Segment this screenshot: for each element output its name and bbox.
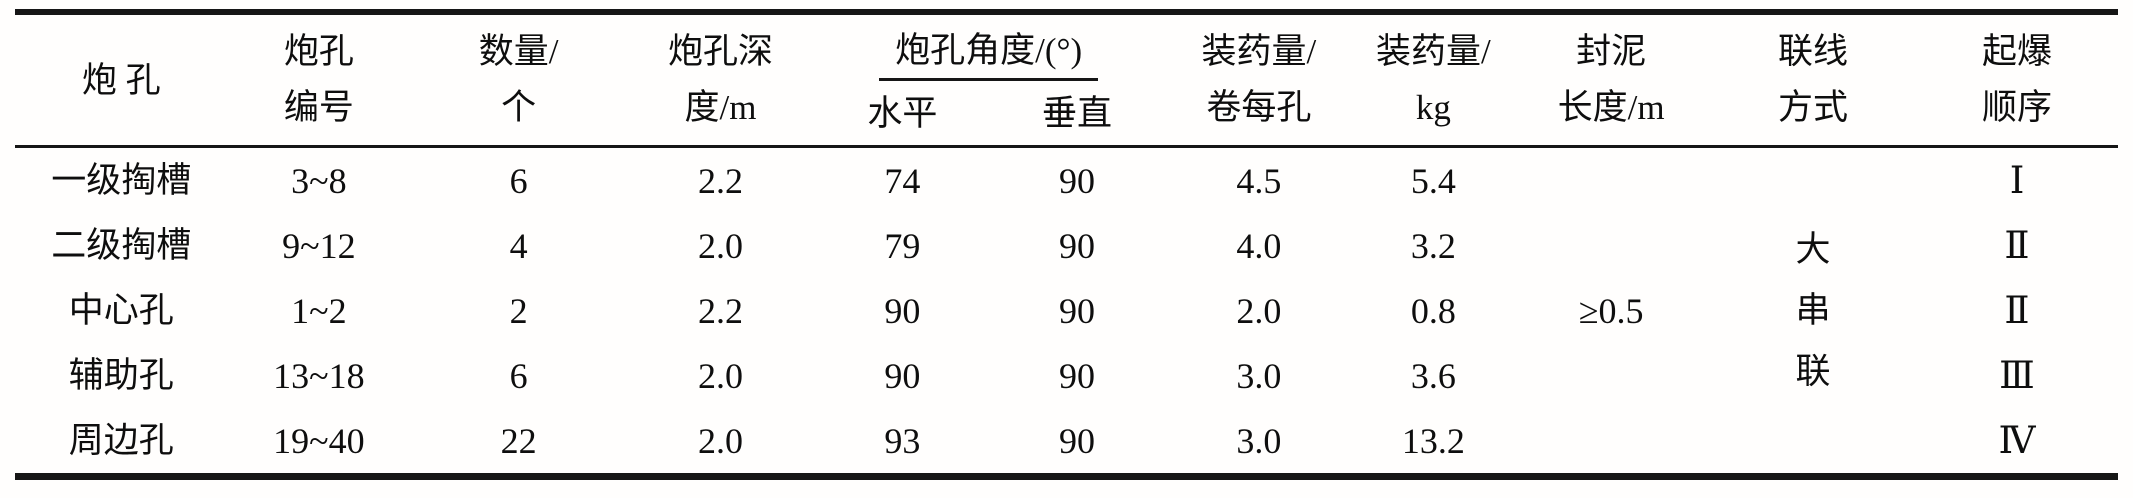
header-angle-group-label: 炮孔角度/(°)	[879, 33, 1099, 81]
cell-depth: 2.0	[698, 225, 744, 266]
header-hole-number: 炮孔 编号	[227, 12, 410, 147]
cell-depth: 2.0	[698, 355, 744, 396]
cell-charge-rolls: 3.0	[1236, 420, 1282, 461]
cell-angle-horizontal: 74	[884, 160, 921, 201]
header-charge-rolls-line1: 装药量/	[1201, 32, 1317, 71]
header-order-line2: 顺序	[1982, 88, 2053, 127]
header-quantity: 数量/ 个	[410, 12, 627, 147]
cell-hole-type: 中心孔	[68, 291, 174, 330]
table-body: 一级掏槽 3~8 6 2.2 74 90 4.5 5.4 ≥0.5 大 串 联 …	[15, 146, 2118, 477]
table-row-perimeter-hole: 周边孔 19~40 22 2.0 93 90 3.0 13.2 Ⅳ	[15, 408, 2118, 477]
table-row-auxiliary-hole: 辅助孔 13~18 6 2.0 90 90 3.0 3.6 Ⅲ	[15, 343, 2118, 408]
header-order-line1: 起爆	[1982, 32, 2053, 71]
cell-angle-vertical: 90	[1058, 290, 1095, 331]
cell-angle-vertical: 90	[1058, 355, 1095, 396]
cell-charge-kg: 13.2	[1401, 420, 1465, 461]
header-hole-type: 炮 孔	[15, 12, 227, 147]
table-header: 炮 孔 炮孔 编号 数量/ 个 炮孔深 度/m 炮孔角度/(°)	[15, 12, 2118, 147]
wiring-char-3: 联	[1795, 352, 1831, 391]
header-charge-rolls: 装药量/ 卷每孔	[1163, 12, 1354, 147]
header-wiring-line1: 联线	[1777, 32, 1848, 71]
cell-detonation-order: Ⅳ	[1998, 419, 2036, 462]
cell-detonation-order: Ⅱ	[2004, 289, 2030, 332]
header-angle-vertical: 垂直	[1041, 93, 1112, 133]
header-depth-line2: 度/m	[684, 88, 757, 127]
cell-angle-horizontal: 90	[884, 355, 921, 396]
header-charge-kg-line1: 装药量/	[1376, 32, 1491, 71]
cell-charge-kg: 3.2	[1410, 225, 1456, 266]
table-row-first-cut: 一级掏槽 3~8 6 2.2 74 90 4.5 5.4 ≥0.5 大 串 联 …	[15, 147, 2118, 391]
header-charge-rolls-line2: 卷每孔	[1206, 88, 1312, 127]
wiring-char-2: 串	[1795, 291, 1831, 330]
cell-quantity: 2	[509, 290, 528, 331]
header-stemming-line2: 长度/m	[1557, 88, 1665, 127]
cell-hole-number: 3~8	[291, 160, 347, 201]
cell-hole-number: 9~12	[282, 225, 356, 266]
cell-charge-rolls: 3.0	[1236, 355, 1282, 396]
header-hole-number-line2: 编号	[283, 88, 354, 127]
header-wiring-line2: 方式	[1777, 88, 1848, 127]
header-angle-horizontal: 水平	[867, 93, 938, 133]
header-stemming-length: 封泥 长度/m	[1512, 12, 1710, 147]
cell-detonation-order: Ⅰ	[2009, 159, 2025, 202]
cell-charge-kg: 0.8	[1410, 290, 1456, 331]
cell-charge-rolls: 4.5	[1236, 160, 1282, 201]
cell-angle-vertical: 90	[1058, 160, 1095, 201]
cell-hole-type: 周边孔	[68, 421, 174, 460]
header-depth: 炮孔深 度/m	[627, 12, 814, 147]
cell-wiring-method-merged: 大 串 联	[1710, 147, 1916, 477]
header-quantity-line2: 个	[501, 88, 537, 127]
cell-hole-number: 1~2	[291, 290, 347, 331]
cell-hole-number: 13~18	[273, 355, 365, 396]
cell-charge-kg: 3.6	[1410, 355, 1456, 396]
header-hole-number-line1: 炮孔	[283, 32, 354, 71]
header-depth-line1: 炮孔深	[668, 32, 774, 71]
cell-hole-number: 19~40	[273, 420, 365, 461]
cell-depth: 2.2	[698, 160, 744, 201]
cell-angle-horizontal: 90	[884, 290, 921, 331]
cell-angle-vertical: 90	[1058, 225, 1095, 266]
cell-charge-rolls: 4.0	[1236, 225, 1282, 266]
cell-charge-kg: 5.4	[1410, 160, 1456, 201]
cell-detonation-order: Ⅱ	[2004, 224, 2030, 267]
header-charge-kg-line2: kg	[1415, 88, 1451, 127]
cell-hole-type: 一级掏槽	[51, 161, 192, 200]
cell-hole-type: 二级掏槽	[51, 226, 192, 265]
header-angle-group: 炮孔角度/(°)	[814, 12, 1163, 81]
cell-charge-rolls: 2.0	[1236, 290, 1282, 331]
cell-quantity: 6	[509, 160, 528, 201]
cell-stemming-length-merged: ≥0.5	[1578, 290, 1644, 331]
header-wiring-method: 联线 方式	[1710, 12, 1916, 147]
cell-quantity: 6	[509, 355, 528, 396]
wiring-char-1: 大	[1795, 230, 1831, 269]
cell-angle-vertical: 90	[1058, 420, 1095, 461]
cell-quantity: 22	[500, 420, 537, 461]
cell-quantity: 4	[509, 225, 528, 266]
cell-depth: 2.2	[698, 290, 744, 331]
cell-angle-horizontal: 93	[884, 420, 921, 461]
header-charge-kg: 装药量/ kg	[1355, 12, 1513, 147]
table-row-second-cut: 二级掏槽 9~12 4 2.0 79 90 4.0 3.2 Ⅱ	[15, 213, 2118, 278]
header-detonation-order: 起爆 顺序	[1916, 12, 2118, 147]
cell-detonation-order: Ⅲ	[1999, 354, 2035, 397]
header-hole-type-label: 炮 孔	[81, 60, 161, 100]
blast-parameters-table: 炮 孔 炮孔 编号 数量/ 个 炮孔深 度/m 炮孔角度/(°)	[15, 9, 2118, 480]
cell-angle-horizontal: 79	[884, 225, 921, 266]
header-quantity-line1: 数量/	[478, 32, 559, 71]
header-stemming-line1: 封泥	[1576, 32, 1647, 71]
table-row-center-hole: 中心孔 1~2 2 2.2 90 90 2.0 0.8 Ⅱ	[15, 278, 2118, 343]
cell-depth: 2.0	[698, 420, 744, 461]
cell-hole-type: 辅助孔	[68, 356, 174, 395]
